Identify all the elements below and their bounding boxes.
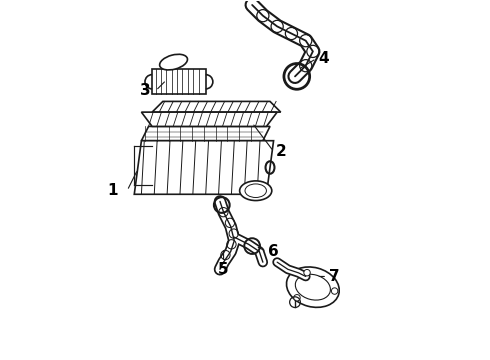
Circle shape: [331, 288, 338, 294]
Circle shape: [294, 294, 300, 301]
Polygon shape: [152, 102, 281, 112]
Text: 1: 1: [108, 183, 118, 198]
Ellipse shape: [240, 181, 272, 201]
Text: 2: 2: [275, 144, 286, 159]
Text: 6: 6: [268, 244, 279, 259]
Polygon shape: [134, 141, 273, 194]
Text: 5: 5: [218, 262, 229, 277]
Circle shape: [304, 269, 310, 276]
Ellipse shape: [287, 267, 339, 307]
Text: 4: 4: [318, 51, 329, 66]
Polygon shape: [142, 126, 270, 141]
Polygon shape: [152, 69, 206, 94]
Text: 3: 3: [140, 83, 150, 98]
Text: 7: 7: [329, 269, 340, 284]
Polygon shape: [142, 112, 277, 126]
Ellipse shape: [160, 54, 188, 70]
